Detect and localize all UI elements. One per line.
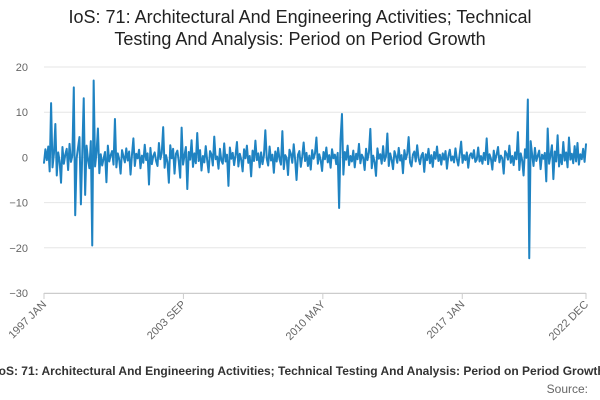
series-line[interactable]: [43, 79, 587, 260]
y-tick-label: 0: [22, 152, 28, 164]
chart-title-line-1: IoS: 71: Architectural And Engineering A…: [68, 7, 532, 27]
x-tick-label: 2010 MAY: [284, 298, 329, 343]
series-layer: [43, 79, 587, 260]
x-tick-label: 2003 SEP: [145, 299, 189, 343]
x-axis: [43, 293, 587, 299]
x-tick-label: 1997 JAN: [6, 299, 49, 342]
gridlines: [44, 66, 586, 294]
y-tick-label: 20: [16, 62, 28, 74]
y-tick-label: 10: [16, 107, 28, 119]
y-tick-label: −30: [9, 288, 28, 300]
x-tick-label: 2022 DEC: [547, 299, 591, 343]
legend[interactable]: IoS: 71: Architectural And Engineering A…: [0, 364, 600, 384]
x-axis-tick-labels: 1997 JAN 2003 SEP 2010 MAY 2017 JAN 2022 DEC: [6, 298, 591, 343]
y-tick-label: −20: [9, 243, 28, 255]
chart-title: IoS: 71: Architectural And Engineering A…: [0, 6, 600, 50]
legend-item-series[interactable]: IoS: 71: Architectural And Engineering A…: [0, 364, 600, 378]
x-tick-label: 2017 JAN: [425, 299, 468, 342]
y-axis-tick-labels: 20 10 0 −10 −20 −30: [9, 62, 28, 300]
chart-title-line-2: Testing And Analysis: Period on Period G…: [114, 29, 486, 49]
source-credit: Source:: [546, 382, 588, 396]
y-tick-label: −10: [9, 198, 28, 210]
